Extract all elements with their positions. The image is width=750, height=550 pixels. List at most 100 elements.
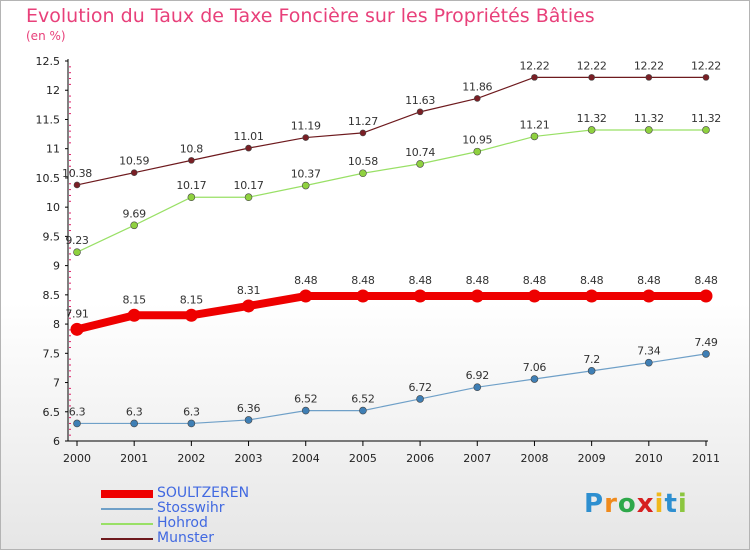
data-label-soultzeren: 8.48 <box>408 274 432 287</box>
data-label-hohrod: 11.32 <box>577 112 607 125</box>
y-tick-label: 7 <box>53 377 60 390</box>
data-point-hohrod <box>530 132 539 141</box>
data-label-soultzeren: 8.48 <box>580 274 604 287</box>
data-point-hohrod <box>587 126 596 134</box>
data-label-hohrod: 10.95 <box>462 134 492 147</box>
data-point-munster <box>302 134 310 141</box>
y-tick-label: 12.5 <box>36 55 61 68</box>
data-point-munster <box>702 74 710 81</box>
logo-letter: r <box>604 489 618 519</box>
data-point-soultzeren <box>127 308 141 322</box>
y-tick-label: 8 <box>53 318 60 331</box>
data-label-hohrod: 11.21 <box>519 118 549 131</box>
data-point-munster <box>130 169 138 176</box>
data-label-stosswihr: 6.72 <box>408 381 431 394</box>
data-label-soultzeren: 8.15 <box>123 293 147 306</box>
legend-label: Stosswihr <box>157 500 225 516</box>
data-label-stosswihr: 7.06 <box>523 361 547 374</box>
y-tick-label: 11 <box>46 143 60 156</box>
legend-label: Hohrod <box>157 515 208 531</box>
data-point-soultzeren <box>184 308 198 322</box>
data-label-munster: 10.38 <box>62 167 92 180</box>
x-tick-label: 2005 <box>349 452 377 465</box>
data-label-munster: 12.22 <box>519 59 549 72</box>
y-tick-label: 11.5 <box>36 113 61 126</box>
data-label-soultzeren: 8.48 <box>294 274 318 287</box>
data-label-stosswihr: 7.34 <box>637 345 661 358</box>
logo-letter: x <box>636 489 655 519</box>
data-label-stosswihr: 6.3 <box>183 405 200 418</box>
legend-swatch <box>101 489 153 498</box>
data-label-stosswihr: 7.49 <box>694 336 718 349</box>
x-tick-label: 2000 <box>63 452 91 465</box>
data-point-hohrod <box>473 147 482 156</box>
data-label-soultzeren: 8.48 <box>637 274 661 287</box>
data-label-munster: 11.01 <box>234 130 264 143</box>
logo-letter: i <box>677 489 688 519</box>
legend-label: SOULTZEREN <box>157 485 250 501</box>
x-tick-label: 2006 <box>406 452 434 465</box>
data-label-hohrod: 10.58 <box>348 155 378 168</box>
data-point-stosswihr <box>244 416 253 424</box>
data-point-hohrod <box>187 193 196 202</box>
data-label-stosswihr: 6.92 <box>466 369 489 382</box>
data-label-munster: 11.19 <box>291 120 321 133</box>
x-tick-label: 2004 <box>292 452 320 465</box>
legend-label: Munster <box>157 530 214 546</box>
data-point-soultzeren <box>585 289 599 303</box>
x-tick-label: 2009 <box>578 452 606 465</box>
data-label-munster: 12.22 <box>577 59 607 72</box>
data-label-hohrod: 10.17 <box>176 179 206 192</box>
series-line-hohrod <box>76 129 707 253</box>
data-label-munster: 11.27 <box>348 115 378 128</box>
y-tick-label: 12 <box>46 84 60 97</box>
legend-item-munster: Munster <box>101 531 249 546</box>
y-tick-label: 6 <box>53 435 60 448</box>
legend-swatch <box>101 507 153 510</box>
data-point-stosswihr <box>359 406 367 415</box>
legend-item-stosswihr: Stosswihr <box>101 501 249 516</box>
y-tick-label: 8.5 <box>43 289 61 302</box>
data-label-munster: 12.22 <box>691 59 721 72</box>
data-point-soultzeren <box>413 289 427 303</box>
data-label-soultzeren: 8.48 <box>466 274 490 287</box>
data-label-soultzeren: 8.48 <box>351 274 375 287</box>
data-point-munster <box>645 74 653 81</box>
x-tick-label: 2011 <box>692 452 720 465</box>
data-point-soultzeren <box>242 299 256 313</box>
data-label-soultzeren: 8.31 <box>237 284 260 297</box>
data-point-soultzeren <box>70 322 84 336</box>
data-point-hohrod <box>301 181 310 190</box>
data-point-stosswihr <box>187 419 196 428</box>
data-point-soultzeren <box>642 289 656 303</box>
data-point-hohrod <box>702 126 710 134</box>
data-point-munster <box>531 74 538 81</box>
data-point-hohrod <box>645 126 653 134</box>
data-point-munster <box>73 181 81 189</box>
data-point-hohrod <box>73 248 81 256</box>
data-point-stosswihr <box>73 419 81 428</box>
data-label-stosswihr: 6.3 <box>69 405 86 418</box>
logo-letter: t <box>664 489 678 519</box>
data-point-stosswihr <box>473 383 482 392</box>
data-point-soultzeren <box>299 289 313 303</box>
x-tick-label: 2002 <box>177 452 205 465</box>
x-tick-label: 2001 <box>120 452 148 465</box>
series-line-soultzeren <box>73 292 710 334</box>
legend-swatch <box>101 537 153 540</box>
data-label-hohrod: 10.37 <box>291 168 321 181</box>
data-point-stosswihr <box>530 375 539 383</box>
data-label-munster: 11.86 <box>462 80 492 93</box>
logo-letter: P <box>584 489 605 519</box>
data-label-munster: 10.59 <box>119 155 149 168</box>
data-point-stosswihr <box>130 419 138 428</box>
data-point-munster <box>473 95 481 102</box>
data-point-soultzeren <box>470 289 484 303</box>
x-tick-label: 2007 <box>463 452 491 465</box>
data-label-stosswihr: 7.2 <box>583 353 600 366</box>
logo-letter: o <box>617 489 637 519</box>
y-tick-label: 9.5 <box>43 230 61 243</box>
data-label-munster: 10.8 <box>180 142 204 155</box>
series-line-munster <box>76 76 707 186</box>
